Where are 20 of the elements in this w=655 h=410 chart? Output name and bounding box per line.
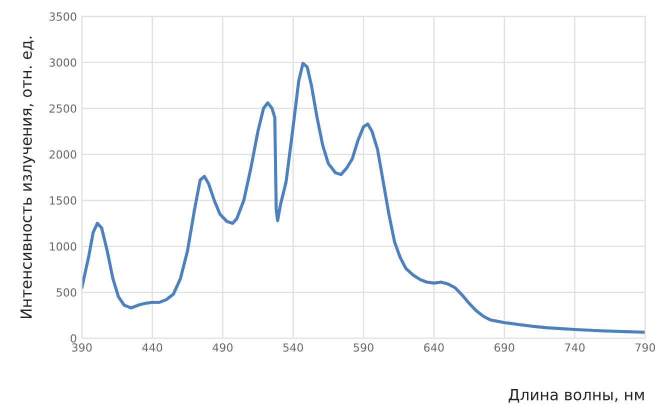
x-tick-label: 790 [635,343,655,352]
y-axis-title: Интенсивность излучения, отн. ед. [20,36,35,318]
y-tick-label: 500 [56,288,76,297]
y-tick-label: 2000 [50,150,76,159]
x-axis-title: Длина волны, нм [508,389,644,403]
x-tick-label: 690 [494,343,514,352]
y-tick-label: 2500 [50,104,76,113]
x-tick-label: 590 [354,343,374,352]
y-tick-label: 0 [70,334,76,343]
x-tick-label: 740 [565,343,585,352]
x-tick-label: 390 [72,343,92,352]
line-series [82,62,646,334]
y-tick-label: 1500 [50,196,76,205]
x-tick-label: 490 [212,343,233,352]
x-tick-label: 540 [283,343,303,352]
x-tick-label: 640 [424,343,444,352]
y-tick-label: 3000 [50,58,76,67]
y-tick-label: 3500 [50,12,76,21]
y-tick-label: 1000 [50,242,76,251]
x-tick-label: 440 [142,343,162,352]
